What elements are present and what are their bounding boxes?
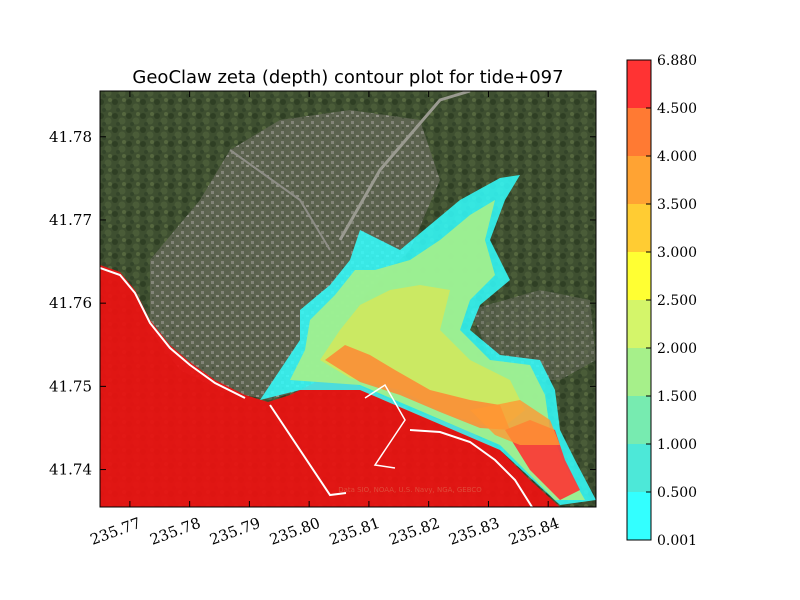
colorbar-segment: [627, 108, 651, 156]
x-tick-label: 235.84: [506, 514, 561, 549]
inundation-yellow: [320, 285, 525, 430]
colorbar-label: 1.000: [657, 437, 697, 453]
urban-area: [150, 110, 440, 400]
colorbar-label: 3.000: [657, 245, 697, 261]
colorbar-segment: [627, 300, 651, 348]
colorbar-segment: [627, 348, 651, 396]
colorbar-label: 1.500: [657, 389, 697, 405]
y-tick-label: 41.77: [49, 211, 92, 229]
colorbar-segment: [627, 252, 651, 300]
colorbar-segment: [627, 444, 651, 492]
colorbar: 0.001 0.500 1.000 1.500 2.000 2.500 3.000 3.500…: [626, 53, 697, 549]
plot-area: Data SIO, NOAA, U.S. Navy, NGA, GEBCO: [100, 91, 596, 507]
coastline: [409, 429, 533, 507]
coastline: [100, 267, 246, 399]
chart-title: GeoClaw zeta (depth) contour plot for ti…: [132, 67, 563, 88]
x-tick-label: 235.78: [148, 514, 203, 549]
colorbar-segment: [627, 60, 651, 108]
colorbar-label: 0.500: [657, 485, 697, 501]
colorbar-segment: [627, 492, 651, 540]
colorbar-label: 0.001: [657, 533, 697, 549]
y-tick-label: 41.75: [49, 377, 92, 395]
colorbar-label: 2.000: [657, 341, 697, 357]
colorbar-label: 6.880: [657, 53, 697, 69]
colorbar-label: 2.500: [657, 293, 697, 309]
x-tick-label: 235.77: [88, 514, 143, 549]
colorbar-label: 4.000: [657, 149, 697, 165]
x-tick-label: 235.81: [327, 514, 382, 549]
map-credit: Data SIO, NOAA, U.S. Navy, NGA, GEBCO: [338, 486, 482, 494]
plot-frame: [99, 90, 597, 508]
colorbar-label: 3.500: [657, 197, 697, 213]
x-tick-label: 235.82: [387, 514, 442, 549]
inundation-orange: [325, 345, 510, 430]
jetty: [269, 404, 347, 497]
x-tick-label: 235.83: [446, 514, 501, 549]
harbor-outline: [364, 383, 406, 469]
road: [229, 149, 331, 251]
x-tick-label: 235.80: [267, 514, 322, 549]
colorbar-segment: [627, 204, 651, 252]
road: [338, 91, 471, 241]
y-tick-label: 41.74: [49, 461, 92, 479]
y-axis: 41.74 41.75 41.76 41.77 41.78: [49, 128, 596, 479]
y-tick-label: 41.76: [49, 294, 92, 312]
y-tick-label: 41.78: [49, 128, 92, 146]
colorbar-label: 4.500: [657, 101, 697, 117]
colorbar-segment: [627, 156, 651, 204]
inundation-orange-flat: [470, 400, 560, 445]
colorbar-segment: [627, 396, 651, 444]
x-tick-label: 235.79: [207, 514, 262, 549]
